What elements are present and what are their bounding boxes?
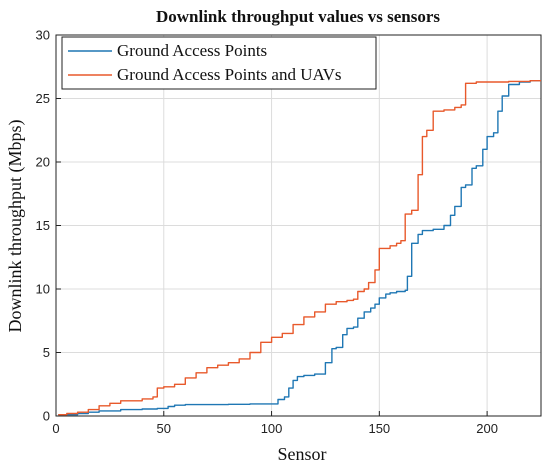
y-axis-label: Downlink throughput (Mbps) [5, 120, 26, 333]
x-tick-label: 50 [157, 421, 171, 436]
y-tick-label: 25 [36, 91, 50, 106]
y-tick-label: 15 [36, 218, 50, 233]
series-line-ground-access-points-and-uavs [58, 80, 541, 416]
y-tick-label: 30 [36, 28, 50, 43]
x-tick-label: 150 [368, 421, 390, 436]
legend-box [61, 36, 377, 90]
y-tick-label: 20 [36, 155, 50, 170]
axis-ticks: 0 50 100 150 200 0 5 10 15 20 25 30 [36, 28, 498, 437]
series-group [58, 80, 541, 416]
x-axis-label: Sensor [278, 444, 327, 464]
legend: Ground Access Points Ground Access Point… [61, 36, 377, 90]
x-tick-label: 0 [52, 421, 59, 436]
legend-label-ground-access-points-and-uavs: Ground Access Points and UAVs [117, 65, 341, 84]
x-tick-label: 100 [261, 421, 283, 436]
x-tick-label: 200 [476, 421, 498, 436]
legend-label-ground-access-points: Ground Access Points [117, 41, 267, 60]
y-tick-label: 5 [43, 345, 50, 360]
y-tick-label: 0 [43, 409, 50, 424]
y-tick-label: 10 [36, 282, 50, 297]
grid [55, 34, 541, 417]
chart-title: Downlink throughput values vs sensors [156, 7, 440, 26]
series-line-ground-access-points [58, 80, 541, 416]
